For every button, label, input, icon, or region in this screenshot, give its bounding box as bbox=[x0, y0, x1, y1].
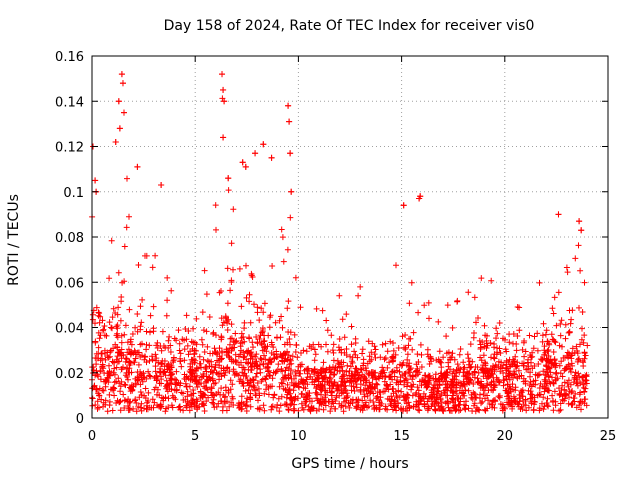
data-point bbox=[252, 150, 259, 157]
data-point bbox=[239, 159, 246, 166]
axis-ticks: 0 0.02 0.04 0.06 0.08 0.1 0.12 0.14 0.16 0 5 10 15 20… bbox=[55, 50, 616, 444]
data-point bbox=[221, 98, 228, 105]
data-point bbox=[268, 154, 275, 161]
data-point bbox=[260, 141, 267, 148]
y-tick-label: 0.1 bbox=[63, 186, 84, 201]
y-axis-label: ROTI / TECUs bbox=[6, 194, 22, 286]
data-point bbox=[288, 188, 295, 195]
x-tick-label: 25 bbox=[600, 429, 617, 444]
data-point bbox=[134, 163, 141, 170]
data-point bbox=[242, 163, 249, 170]
data-point bbox=[115, 98, 122, 105]
data-point bbox=[118, 71, 125, 78]
data-point bbox=[576, 218, 583, 225]
y-tick-label: 0.08 bbox=[55, 231, 84, 246]
data-point bbox=[287, 150, 294, 157]
y-tick-label: 0.02 bbox=[55, 367, 84, 382]
data-point-markers bbox=[89, 71, 591, 415]
data-point bbox=[219, 71, 226, 78]
y-tick-label: 0 bbox=[76, 412, 84, 427]
data-point bbox=[578, 227, 585, 234]
data-point bbox=[286, 118, 293, 125]
x-tick-label: 15 bbox=[393, 429, 410, 444]
x-axis-label: GPS time / hours bbox=[291, 456, 409, 472]
data-point bbox=[220, 86, 227, 93]
grid bbox=[92, 56, 608, 418]
data-point bbox=[285, 102, 292, 109]
x-tick-label: 0 bbox=[88, 429, 96, 444]
data-point bbox=[112, 138, 119, 145]
data-point bbox=[417, 193, 424, 200]
x-tick-label: 5 bbox=[191, 429, 199, 444]
y-tick-label: 0.12 bbox=[55, 141, 84, 156]
data-point bbox=[220, 134, 227, 141]
y-tick-label: 0.14 bbox=[55, 95, 84, 110]
data-point bbox=[555, 211, 562, 218]
data-point bbox=[158, 181, 165, 188]
data-point bbox=[225, 175, 232, 182]
data-point bbox=[119, 80, 126, 87]
chart-title: Day 158 of 2024, Rate Of TEC Index for r… bbox=[163, 18, 535, 34]
x-tick-label: 10 bbox=[290, 429, 307, 444]
data-point bbox=[400, 202, 407, 209]
data-points bbox=[89, 71, 591, 415]
data-point bbox=[120, 109, 127, 116]
y-tick-label: 0.04 bbox=[55, 322, 84, 337]
data-point bbox=[116, 125, 123, 132]
data-point bbox=[92, 177, 99, 184]
y-tick-label: 0.16 bbox=[55, 50, 84, 65]
y-tick-label: 0.06 bbox=[55, 276, 84, 291]
x-tick-label: 20 bbox=[497, 429, 514, 444]
